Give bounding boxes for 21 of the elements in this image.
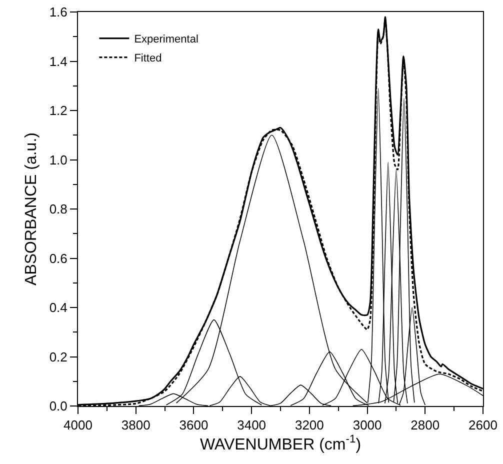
y-tick-label: 1.0	[49, 152, 68, 168]
x-axis-title: WAVENUMBER (cm$^{-1}$)	[200, 434, 362, 454]
x-tick-label: 2800	[410, 418, 440, 433]
x-tick-label: 4000	[64, 418, 92, 433]
y-tick-label: 0.4	[49, 300, 68, 316]
y-tick-label: 0.0	[49, 398, 68, 414]
x-tick-label: 2600	[468, 418, 498, 433]
y-tick-label: 0.2	[49, 349, 68, 364]
x-tick-label: 3600	[179, 418, 208, 433]
legend-label: Fitted	[134, 52, 162, 65]
y-tick-label: 0.8	[49, 202, 68, 217]
x-tick-label: 3200	[294, 418, 324, 433]
y-tick-label: 1.4	[49, 54, 68, 69]
legend-label: Experimental	[134, 34, 198, 46]
x-tick-label: 3400	[237, 418, 266, 433]
y-tick-label: 0.6	[49, 250, 68, 266]
y-axis-title: ABSORBANCE (a.u.)	[23, 132, 40, 286]
y-tick-label: 1.2	[49, 103, 68, 118]
y-tick-label: 1.6	[49, 4, 68, 20]
x-tick-label: 3800	[121, 418, 150, 433]
x-tick-label: 3000	[352, 418, 382, 433]
